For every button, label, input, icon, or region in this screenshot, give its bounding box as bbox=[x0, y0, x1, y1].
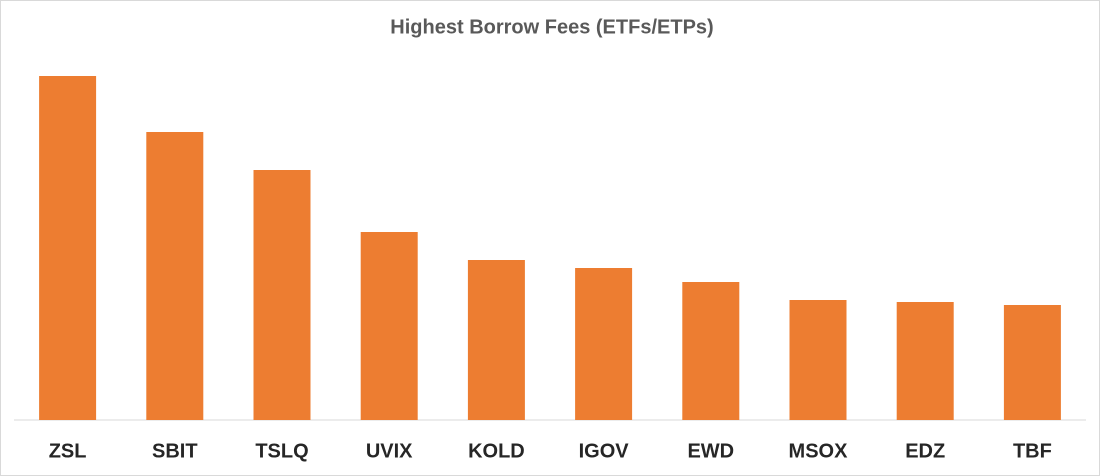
x-tick-label: IGOV bbox=[579, 440, 630, 462]
x-tick-label: KOLD bbox=[468, 440, 525, 462]
bar bbox=[896, 302, 954, 420]
bar bbox=[682, 282, 740, 420]
bar bbox=[789, 300, 847, 420]
x-tick-label: SBIT bbox=[152, 440, 198, 462]
x-tick-label: TBF bbox=[1013, 440, 1052, 462]
bar bbox=[467, 260, 525, 420]
chart-title: Highest Borrow Fees (ETFs/ETPs) bbox=[390, 16, 713, 38]
x-tick-label: ZSL bbox=[49, 440, 87, 462]
x-tick-label: TSLQ bbox=[255, 440, 308, 462]
bar bbox=[1003, 305, 1061, 420]
bar bbox=[39, 76, 97, 420]
bar bbox=[253, 170, 311, 420]
x-tick-label: EDZ bbox=[905, 440, 945, 462]
bar bbox=[146, 132, 204, 420]
bar bbox=[360, 232, 418, 420]
x-tick-label: EWD bbox=[687, 440, 734, 462]
x-tick-label: UVIX bbox=[366, 440, 413, 462]
x-tick-label: MSOX bbox=[789, 440, 849, 462]
bar bbox=[575, 268, 633, 420]
